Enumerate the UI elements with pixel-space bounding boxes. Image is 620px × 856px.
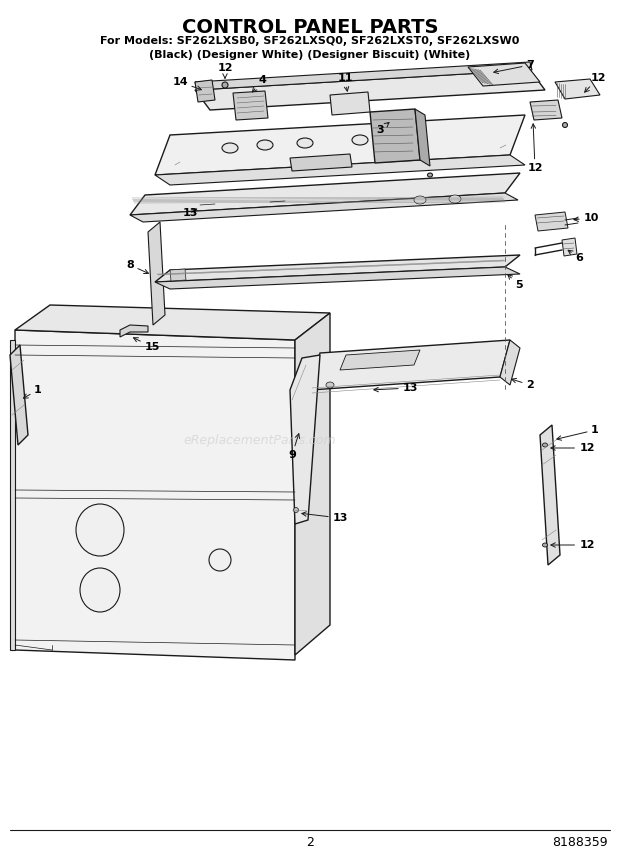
Polygon shape bbox=[170, 269, 186, 281]
Ellipse shape bbox=[562, 122, 567, 128]
Ellipse shape bbox=[352, 135, 368, 145]
Ellipse shape bbox=[257, 140, 273, 150]
Text: eReplacementParts.com: eReplacementParts.com bbox=[184, 433, 336, 447]
Ellipse shape bbox=[209, 549, 231, 571]
Text: 6: 6 bbox=[568, 250, 583, 263]
Text: 1: 1 bbox=[24, 385, 42, 398]
Polygon shape bbox=[120, 325, 148, 337]
Ellipse shape bbox=[542, 543, 547, 547]
Text: 13: 13 bbox=[302, 512, 348, 523]
Polygon shape bbox=[10, 340, 15, 650]
Ellipse shape bbox=[542, 443, 547, 447]
Ellipse shape bbox=[414, 196, 426, 204]
Polygon shape bbox=[233, 91, 268, 120]
Text: 8: 8 bbox=[126, 260, 148, 274]
Ellipse shape bbox=[76, 504, 124, 556]
Polygon shape bbox=[562, 238, 577, 256]
Polygon shape bbox=[155, 115, 525, 175]
Text: 2: 2 bbox=[306, 836, 314, 849]
Text: 2: 2 bbox=[512, 378, 534, 390]
Text: 12: 12 bbox=[551, 443, 595, 453]
Text: (Black) (Designer White) (Designer Biscuit) (White): (Black) (Designer White) (Designer Biscu… bbox=[149, 50, 471, 60]
Polygon shape bbox=[530, 100, 562, 120]
Text: 1: 1 bbox=[557, 425, 599, 440]
Text: 4: 4 bbox=[252, 75, 266, 92]
Polygon shape bbox=[290, 355, 320, 524]
Text: 13: 13 bbox=[374, 383, 418, 393]
Ellipse shape bbox=[449, 195, 461, 203]
Polygon shape bbox=[195, 80, 215, 102]
Text: 12: 12 bbox=[217, 63, 232, 78]
Polygon shape bbox=[500, 340, 520, 385]
Ellipse shape bbox=[428, 173, 433, 177]
Ellipse shape bbox=[297, 138, 313, 148]
Text: 12: 12 bbox=[585, 73, 606, 92]
Polygon shape bbox=[15, 305, 330, 340]
Text: For Models: SF262LXSB0, SF262LXSQ0, SF262LXST0, SF262LXSW0: For Models: SF262LXSB0, SF262LXSQ0, SF26… bbox=[100, 36, 520, 46]
Text: 15: 15 bbox=[133, 338, 160, 352]
Text: CONTROL PANEL PARTS: CONTROL PANEL PARTS bbox=[182, 18, 438, 37]
Text: 12: 12 bbox=[527, 124, 542, 173]
Polygon shape bbox=[15, 330, 295, 660]
Polygon shape bbox=[155, 267, 520, 289]
Text: 14: 14 bbox=[172, 77, 202, 90]
Polygon shape bbox=[195, 62, 532, 90]
Polygon shape bbox=[10, 345, 28, 445]
Text: 10: 10 bbox=[574, 213, 599, 223]
Polygon shape bbox=[310, 340, 510, 390]
Polygon shape bbox=[155, 155, 525, 185]
Polygon shape bbox=[195, 70, 545, 110]
Text: 3: 3 bbox=[376, 122, 389, 135]
Polygon shape bbox=[330, 92, 370, 115]
Polygon shape bbox=[370, 109, 420, 163]
Ellipse shape bbox=[387, 133, 403, 143]
Polygon shape bbox=[290, 154, 352, 171]
Polygon shape bbox=[155, 255, 520, 282]
Ellipse shape bbox=[293, 508, 298, 513]
Text: 11: 11 bbox=[337, 73, 353, 92]
Ellipse shape bbox=[80, 568, 120, 612]
Polygon shape bbox=[130, 173, 520, 215]
Text: 12: 12 bbox=[551, 540, 595, 550]
Text: 8188359: 8188359 bbox=[552, 836, 608, 849]
Ellipse shape bbox=[222, 143, 238, 153]
Polygon shape bbox=[555, 79, 600, 99]
Polygon shape bbox=[295, 313, 330, 655]
Polygon shape bbox=[148, 222, 165, 325]
Ellipse shape bbox=[326, 382, 334, 388]
Polygon shape bbox=[468, 63, 540, 86]
Polygon shape bbox=[535, 212, 568, 231]
Text: 9: 9 bbox=[288, 434, 299, 460]
Text: 5: 5 bbox=[508, 275, 523, 290]
Polygon shape bbox=[130, 193, 518, 222]
Polygon shape bbox=[540, 425, 560, 565]
Polygon shape bbox=[340, 350, 420, 370]
Polygon shape bbox=[415, 109, 430, 166]
Text: 7: 7 bbox=[494, 60, 534, 74]
Text: 13: 13 bbox=[182, 208, 198, 218]
Ellipse shape bbox=[222, 82, 228, 88]
